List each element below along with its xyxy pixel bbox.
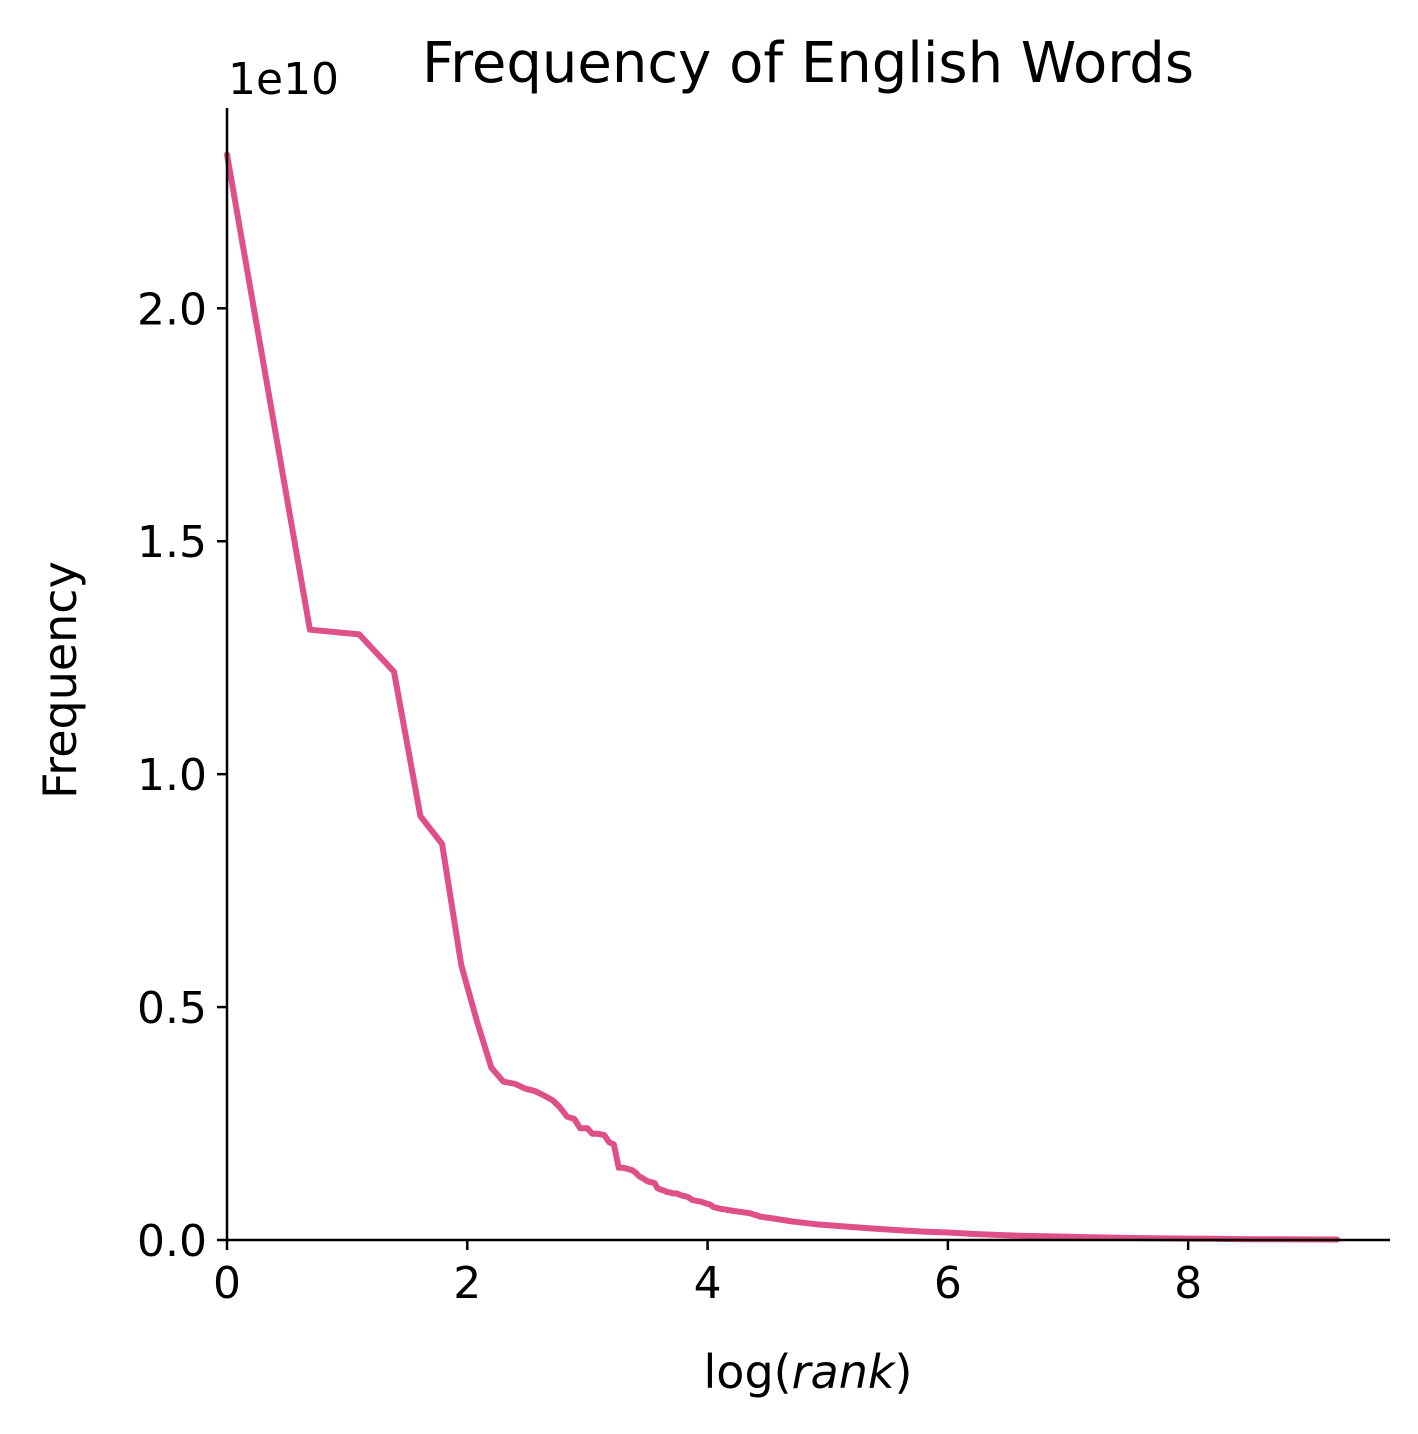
y-axis-label: Frequency: [33, 561, 87, 799]
x-tick-label: 6: [934, 1258, 962, 1309]
y-tick-label: 2.0: [137, 284, 207, 335]
frequency-line: [224, 151, 1341, 1243]
y-tick-label: 0.0: [137, 1216, 207, 1267]
x-tick-label: 8: [1174, 1258, 1202, 1309]
x-tick-label: 4: [694, 1258, 722, 1309]
x-axis-label-prefix: log(: [704, 1345, 792, 1399]
y-axis-offset-label: 1e10: [228, 54, 339, 105]
x-tick-label: 2: [453, 1258, 481, 1309]
x-tick-label: 0: [213, 1258, 241, 1309]
chart-title: Frequency of English Words: [422, 31, 1194, 96]
y-tick-label: 1.5: [137, 517, 207, 568]
tick-layer: 0 2 4 6 8 0.0 0.5 1.0 1.5 2.0: [137, 284, 1202, 1309]
x-axis-label-suffix: ): [895, 1345, 913, 1399]
y-tick-label: 0.5: [137, 983, 207, 1034]
y-tick-label: 1.0: [137, 750, 207, 801]
x-axis-label: log(rank): [704, 1345, 913, 1399]
x-axis-label-variable: rank: [792, 1345, 897, 1399]
